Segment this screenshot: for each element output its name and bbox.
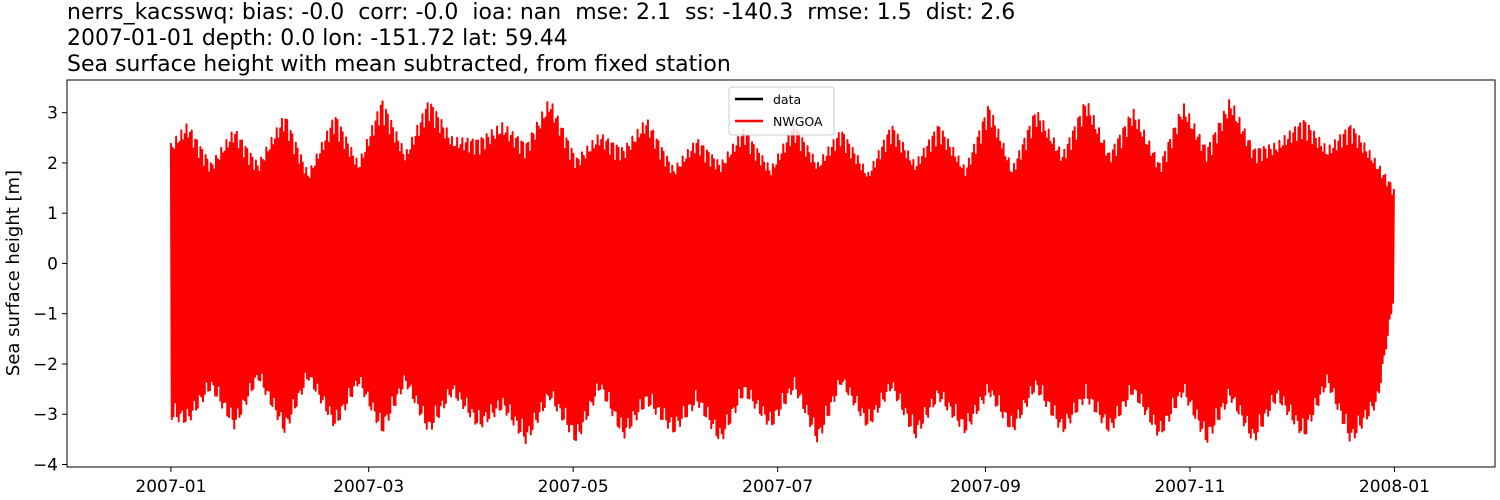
x-tick-label: 2007-05 bbox=[538, 477, 609, 497]
y-tick-label: 2 bbox=[47, 154, 58, 174]
x-tick-label: 2007-09 bbox=[950, 477, 1021, 497]
legend-label: data bbox=[773, 92, 801, 107]
title-line-3: Sea surface height with mean subtracted,… bbox=[67, 52, 731, 77]
series-layer bbox=[169, 99, 1395, 445]
title-line-1: nerrs_kacsswq: bias: -0.0 corr: -0.0 ioa… bbox=[67, 0, 1016, 25]
x-tick-label: 2007-03 bbox=[333, 477, 404, 497]
x-tick-label: 2007-07 bbox=[742, 477, 813, 497]
legend-label: NWGOA bbox=[773, 114, 823, 129]
x-tick-label: 2007-11 bbox=[1154, 477, 1225, 497]
y-tick-label: −3 bbox=[33, 405, 58, 425]
y-tick-label: −1 bbox=[33, 305, 58, 325]
y-tick-label: −2 bbox=[33, 355, 58, 375]
series-line-nwgoa bbox=[169, 99, 1395, 445]
legend: data NWGOA bbox=[728, 86, 835, 136]
x-axis: 2007-01 2007-03 2007-05 2007-07 2007-09 2007-… bbox=[135, 467, 1430, 497]
title-line-2: 2007-01-01 depth: 0.0 lon: -151.72 lat: … bbox=[67, 26, 568, 51]
y-tick-label: 1 bbox=[47, 204, 58, 224]
chart-title: nerrs_kacsswq: bias: -0.0 corr: -0.0 ioa… bbox=[67, 0, 1015, 78]
y-tick-label: 3 bbox=[47, 104, 58, 124]
x-tick-label: 2008-01 bbox=[1359, 477, 1430, 497]
y-axis-label: Sea surface height [m] bbox=[3, 170, 24, 376]
y-axis: −4 −3 −2 −1 0 1 2 3 bbox=[33, 104, 67, 475]
y-tick-label: −4 bbox=[33, 455, 58, 475]
plot-area-frame bbox=[66, 79, 1496, 468]
y-tick-label: 0 bbox=[47, 254, 58, 274]
x-tick-label: 2007-01 bbox=[135, 477, 206, 497]
